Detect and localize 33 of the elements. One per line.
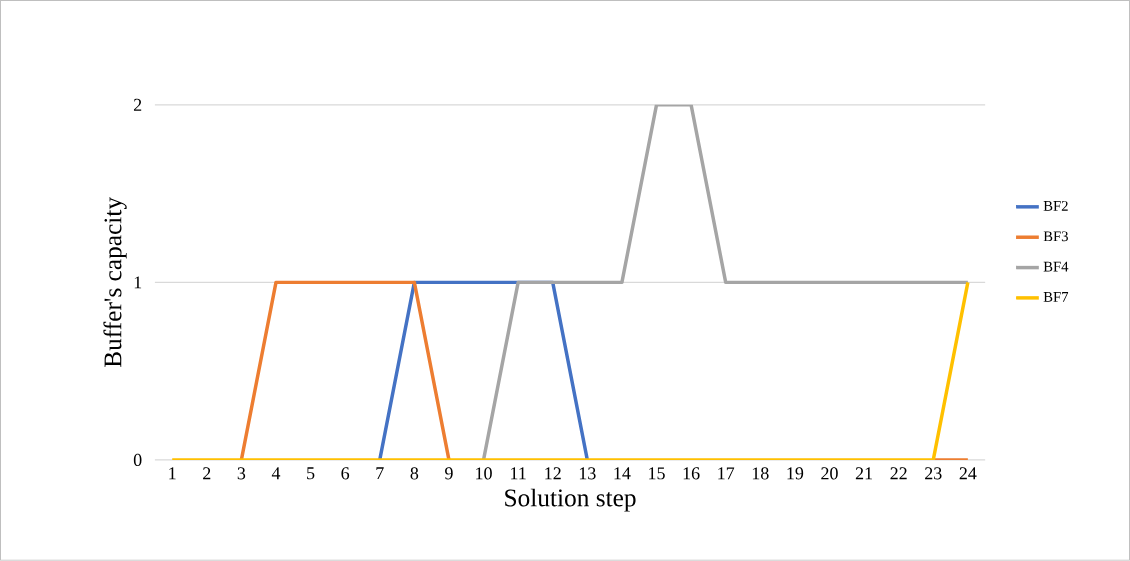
legend-label: BF4 — [1043, 261, 1069, 272]
legend-label: BF2 — [1043, 201, 1068, 211]
x-tick-label: 14 — [614, 467, 631, 480]
x-tick-label: 7 — [376, 467, 384, 480]
x-tick-label: 2 — [203, 467, 211, 480]
y-axis-title: Buffer's capacity — [103, 197, 127, 368]
x-tick-label: 8 — [410, 467, 419, 480]
x-tick-label: 13 — [579, 467, 596, 480]
x-tick-label: 3 — [237, 467, 246, 480]
x-tick-label: 15 — [649, 467, 665, 480]
x-tick-label: 23 — [925, 467, 942, 480]
x-tick-label: 5 — [307, 467, 315, 480]
x-tick-label: 21 — [855, 467, 872, 480]
x-tick-label: 4 — [271, 467, 281, 480]
x-tick-label: 10 — [476, 467, 492, 480]
x-tick-label: 18 — [752, 467, 769, 480]
x-tick-label: 6 — [341, 467, 350, 480]
legend-label: BF7 — [1043, 292, 1069, 302]
x-tick-label: 9 — [445, 467, 453, 480]
x-tick-label: 22 — [890, 467, 907, 480]
x-tick-label: 20 — [821, 467, 838, 480]
x-tick-label: 24 — [959, 467, 977, 480]
x-tick-label: 16 — [683, 467, 700, 480]
legend-label: BF3 — [1043, 231, 1068, 242]
y-tick-label: 0 — [133, 453, 142, 467]
x-tick-label: 1 — [169, 467, 176, 480]
y-tick-label: 1 — [134, 276, 142, 289]
x-tick-label: 17 — [718, 467, 735, 480]
y-tick-label: 2 — [133, 98, 142, 111]
x-tick-label: 11 — [511, 467, 526, 480]
x-tick-label: 12 — [545, 467, 561, 480]
x-axis-title: Solution step — [505, 488, 636, 512]
x-tick-label: 19 — [787, 467, 804, 480]
